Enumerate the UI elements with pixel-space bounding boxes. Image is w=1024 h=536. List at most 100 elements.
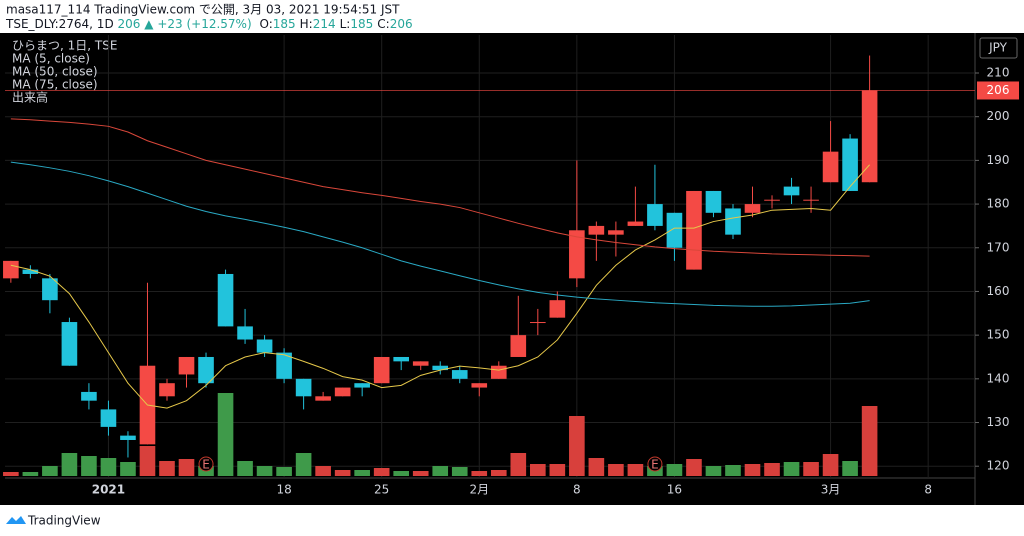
event-label: E xyxy=(202,458,210,472)
quote-value: 185 xyxy=(350,17,373,31)
candle-body xyxy=(81,391,97,401)
symbol: TSE_DLY:2764, 1D xyxy=(5,17,114,31)
candle-body xyxy=(61,322,78,366)
x-tick-label: 3月 xyxy=(821,483,841,497)
y-tick-label: 200 xyxy=(987,109,1010,123)
volume-bar xyxy=(530,464,546,476)
y-tick-label: 160 xyxy=(987,284,1010,298)
currency-box[interactable] xyxy=(979,37,1018,59)
volume-bar xyxy=(471,471,488,476)
quote-label: H: xyxy=(300,17,313,31)
quote-label: L: xyxy=(340,17,351,31)
x-tick-label: 8 xyxy=(573,483,581,497)
volume-bar xyxy=(686,459,702,476)
ma-line xyxy=(10,164,870,409)
x-tick-label: 2021 xyxy=(92,483,125,497)
brand: TradingView xyxy=(27,514,101,528)
candle-body xyxy=(471,383,488,388)
volume-bar xyxy=(588,458,605,476)
candle-body xyxy=(530,322,546,324)
x-tick-label: 8 xyxy=(924,483,932,497)
volume-bar xyxy=(490,470,507,476)
last: 206 xyxy=(118,17,141,31)
candle-body xyxy=(412,361,429,366)
candle-body xyxy=(588,225,605,235)
candle-body xyxy=(373,356,390,384)
candle-body xyxy=(432,365,449,371)
candle-body xyxy=(510,335,527,357)
candle-body xyxy=(803,199,819,201)
candle-body xyxy=(276,352,292,379)
y-tick-label: 150 xyxy=(987,328,1010,342)
candle-body xyxy=(295,378,312,397)
volume-bar xyxy=(237,461,253,476)
volume-bar xyxy=(627,464,644,476)
candle-body xyxy=(608,230,624,235)
volume-bar xyxy=(22,472,39,476)
header-quote: TSE_DLY:2764, 1D 206 ▲ +23 (+12.57%) O:1… xyxy=(5,17,413,31)
x-tick-label: 25 xyxy=(374,483,389,497)
quote-value: 214 xyxy=(313,17,336,31)
volume-bar xyxy=(120,462,136,476)
candle-body xyxy=(120,435,136,440)
quote-value: 206 xyxy=(390,17,413,31)
change: +23 (+12.57%) xyxy=(157,17,251,31)
candle-body xyxy=(549,300,566,318)
volume-bar xyxy=(315,466,331,476)
candle-body xyxy=(354,383,370,388)
candle-body xyxy=(217,273,234,327)
candle-body xyxy=(842,138,858,191)
candle-body xyxy=(256,339,273,353)
volume-bar xyxy=(608,464,624,476)
candle-body xyxy=(627,221,644,226)
candle-body xyxy=(315,396,331,401)
volume-bar xyxy=(256,466,273,476)
legend-symbol: ひらまつ, 1日, TSE xyxy=(12,39,117,53)
candle-body xyxy=(725,208,741,235)
volume-bar xyxy=(666,464,683,476)
x-tick-label: 2月 xyxy=(469,483,489,497)
candle-body xyxy=(783,186,800,196)
ma-line xyxy=(10,118,870,257)
y-tick-label: 130 xyxy=(987,415,1010,429)
candle-body xyxy=(22,269,39,274)
volume-bar xyxy=(822,454,839,476)
candle-body xyxy=(451,370,468,379)
volume-bar xyxy=(783,462,800,476)
volume-bar xyxy=(569,416,585,476)
y-tick-label: 140 xyxy=(987,371,1010,385)
y-tick-label: 170 xyxy=(987,240,1010,254)
volume-bar xyxy=(412,471,429,476)
candle-body xyxy=(861,90,878,183)
candle-body xyxy=(744,204,761,213)
y-tick-label: 190 xyxy=(987,153,1010,167)
last-price-box xyxy=(977,81,1019,100)
volume-bar xyxy=(354,470,370,476)
legend-entry: MA (75, close) xyxy=(12,78,98,92)
volume-bar xyxy=(100,458,117,476)
volume-bar xyxy=(334,470,351,476)
chart-background xyxy=(0,33,1024,505)
y-tick-label: 180 xyxy=(987,197,1010,211)
candle-body xyxy=(647,204,663,226)
candle-body xyxy=(764,199,780,201)
volume-bar xyxy=(842,461,858,476)
volume-bar xyxy=(217,393,234,476)
legend-entry: MA (50, close) xyxy=(12,65,98,79)
candle-body xyxy=(666,212,683,248)
candle-body xyxy=(237,326,253,340)
volume-bar xyxy=(373,468,390,476)
candle-body xyxy=(569,230,585,279)
volume-bar xyxy=(432,466,449,476)
volume-bar xyxy=(705,466,722,476)
volume-bar xyxy=(159,461,175,476)
y-tick-label: 120 xyxy=(987,459,1010,473)
volume-bar xyxy=(81,456,97,476)
last-price-label: 206 xyxy=(987,83,1010,97)
volume-bar xyxy=(139,446,156,476)
candle-body xyxy=(686,190,702,270)
header-line1: masa117_114 TradingView.com で公開, 3月 03, … xyxy=(6,3,400,17)
volume-bar xyxy=(178,459,195,476)
